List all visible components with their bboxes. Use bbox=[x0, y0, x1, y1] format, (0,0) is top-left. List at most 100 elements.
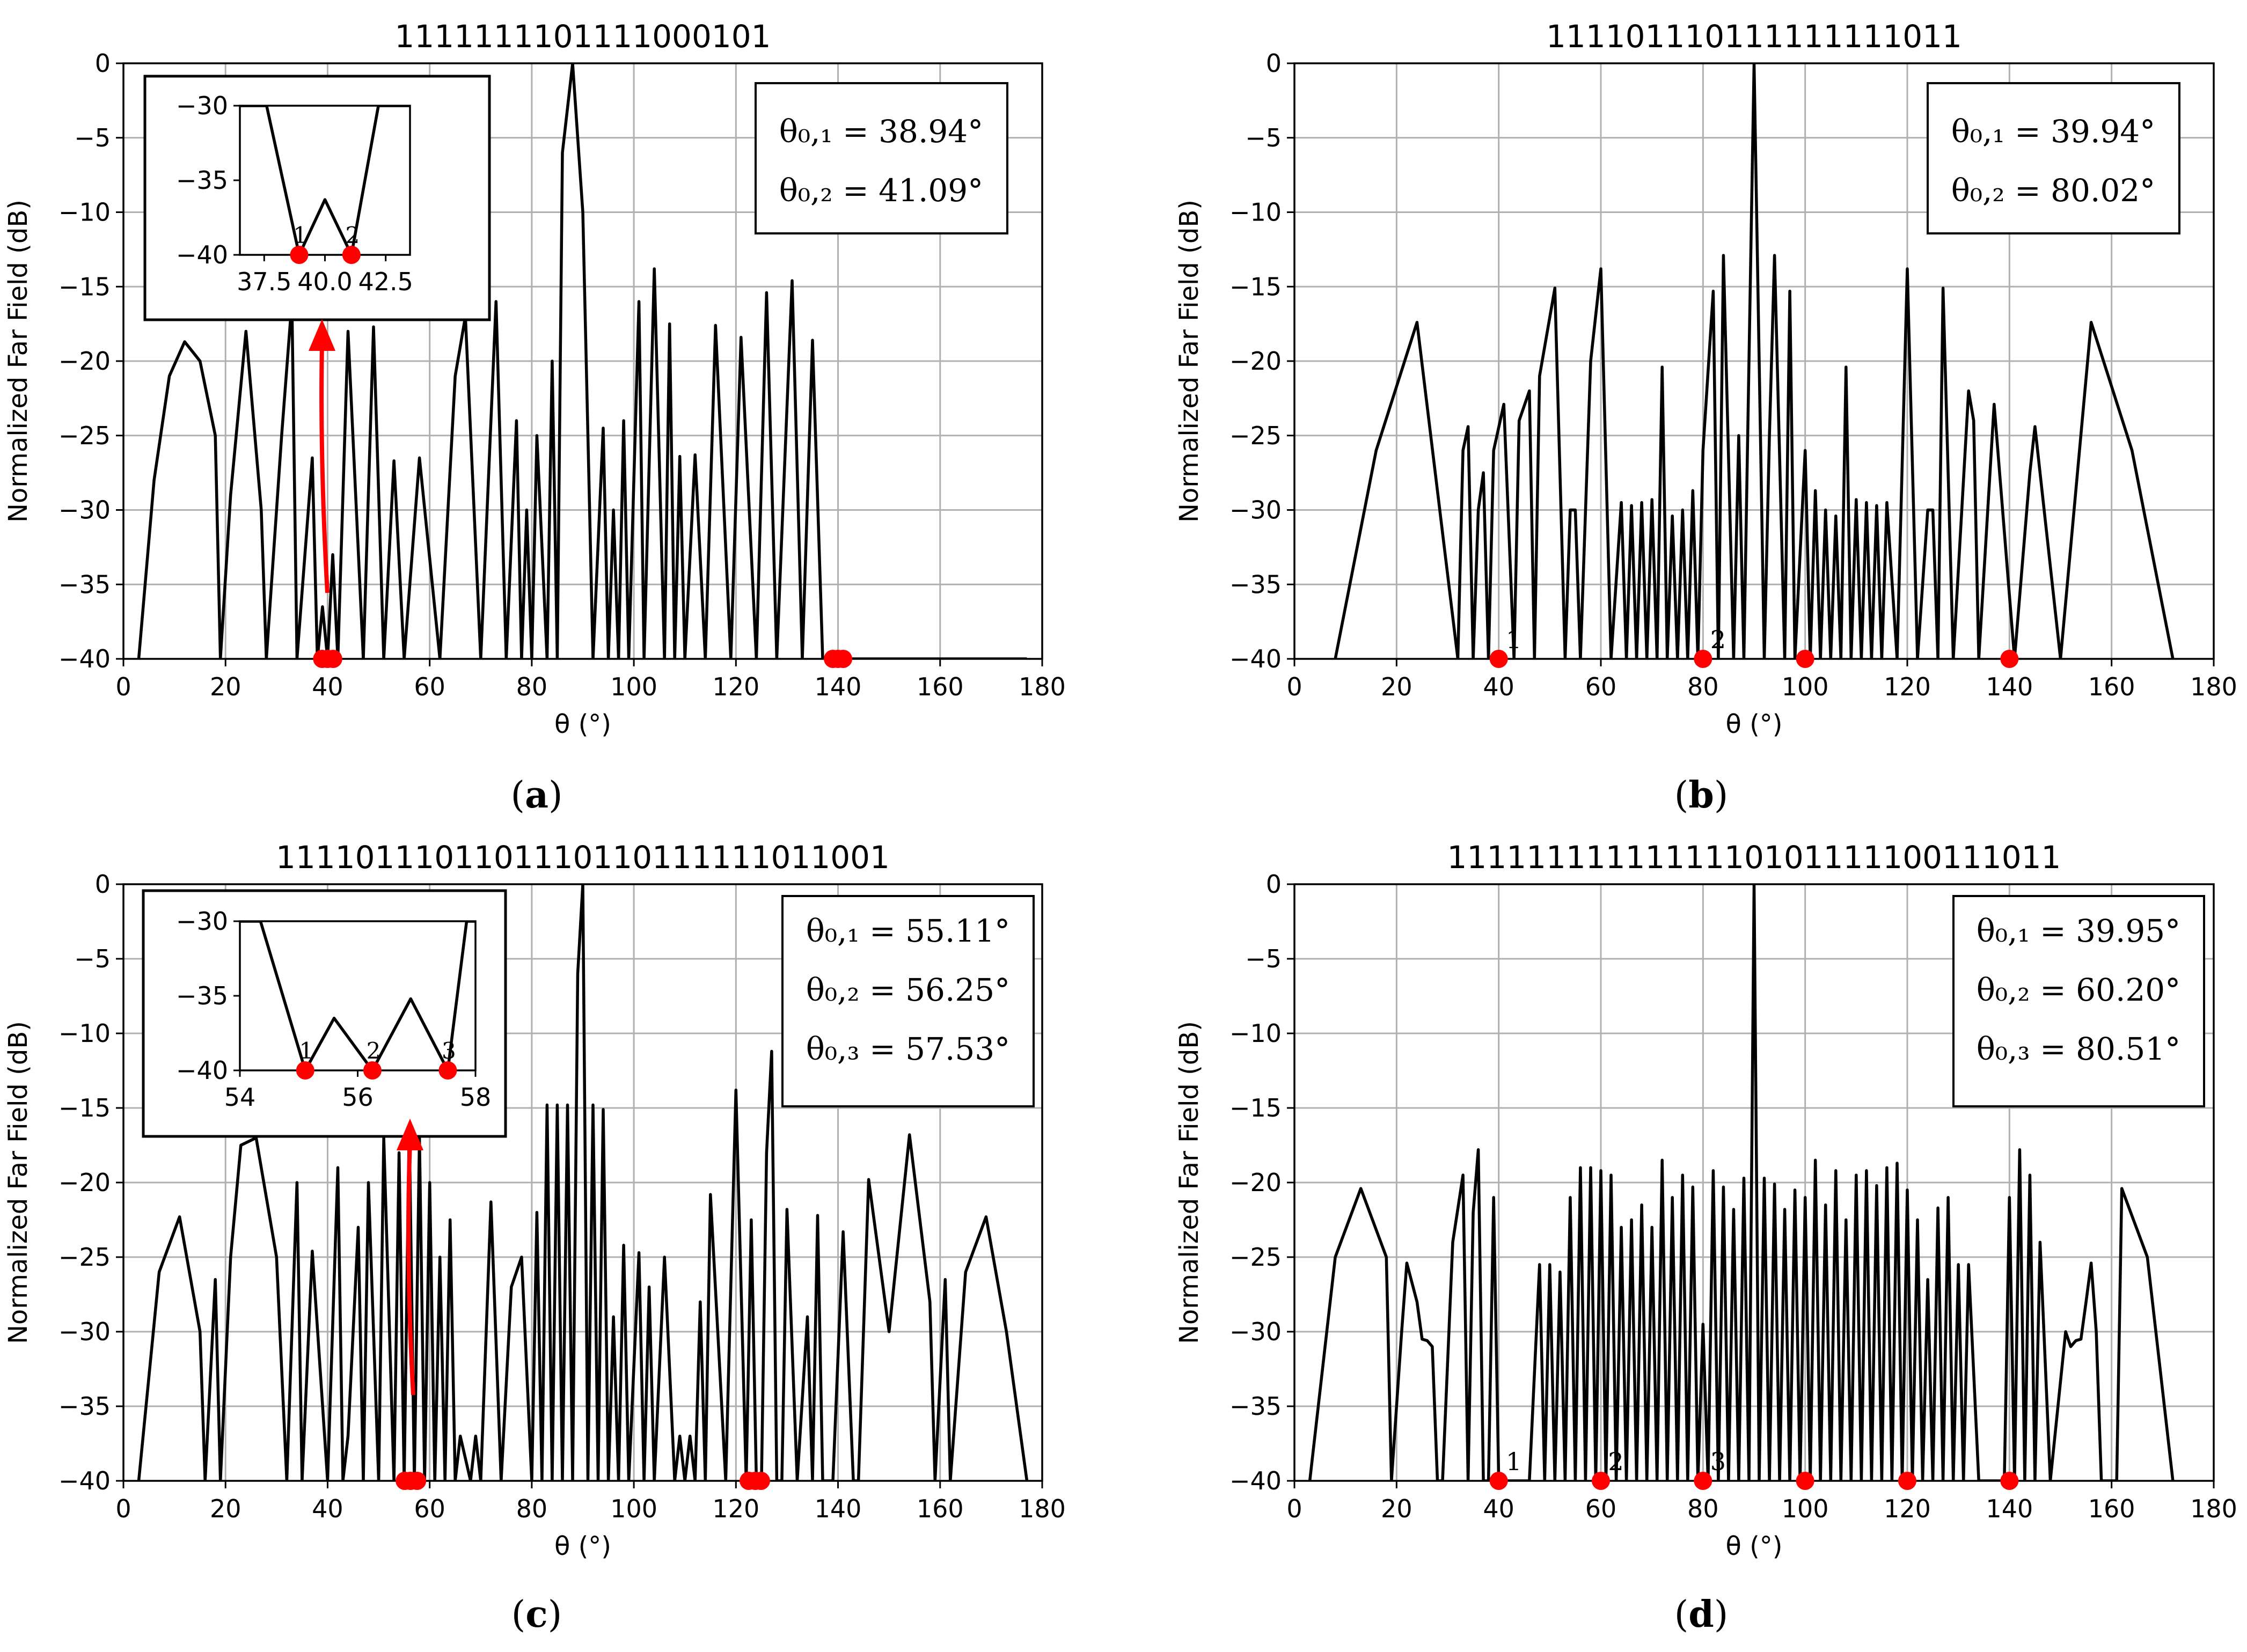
y-tick-label: 0 bbox=[1266, 49, 1282, 78]
series-line bbox=[1308, 884, 2175, 1481]
y-axis-label: Normalized Far Field (dB) bbox=[1174, 1021, 1204, 1344]
panel-a: 0 20 40 60 80 100 120 140 160 180 0 −5 −10 −15 −20 −25 −… bbox=[3, 18, 1066, 817]
y-tick-label: −10 bbox=[58, 198, 111, 227]
marker-point bbox=[1489, 650, 1508, 668]
x-axis-label: θ (°) bbox=[554, 1531, 611, 1561]
annotation-box bbox=[755, 82, 1008, 234]
series-line bbox=[137, 63, 1027, 659]
y-tick-label: −15 bbox=[58, 1093, 111, 1122]
inset-y-tick-label: −40 bbox=[176, 240, 228, 269]
y-tick-label: −10 bbox=[1229, 198, 1282, 227]
inset-x-tick-label: 54 bbox=[224, 1083, 256, 1112]
x-tick-label: 80 bbox=[516, 672, 548, 701]
marker-point bbox=[834, 650, 853, 668]
inset-x-tick-label: 42.5 bbox=[358, 267, 413, 296]
x-tick-label: 120 bbox=[1884, 1494, 1931, 1523]
chart-title: 1111111101111000101 bbox=[394, 18, 771, 55]
panel-label: (a) bbox=[510, 774, 562, 817]
y-tick-label: −15 bbox=[1229, 272, 1282, 301]
inset-marker-point bbox=[342, 246, 361, 264]
y-tick-label: −30 bbox=[58, 496, 111, 525]
x-tick-label: 100 bbox=[610, 672, 657, 701]
x-tick-label: 160 bbox=[917, 1494, 964, 1523]
inset-marker-label: 2 bbox=[345, 222, 360, 248]
panel-b: 0 20 40 60 80 100 120 140 160 180 0 −5 −10 −15 −20 −25 −… bbox=[1174, 18, 2237, 817]
annotation-text: θ₀,₂ = 60.20° bbox=[1977, 972, 2180, 1008]
y-tick-label: −30 bbox=[58, 1317, 111, 1346]
x-tick-label: 60 bbox=[1585, 1494, 1617, 1523]
y-tick-label: −35 bbox=[58, 570, 111, 599]
y-tick-label: 0 bbox=[95, 870, 111, 899]
marker-point bbox=[1796, 1472, 1814, 1490]
x-tick-label: 20 bbox=[210, 1494, 241, 1523]
marker-label: 1 bbox=[1506, 625, 1521, 654]
x-tick-label: 120 bbox=[712, 1494, 759, 1523]
y-tick-label: −25 bbox=[1229, 421, 1282, 450]
x-tick-label: 140 bbox=[1986, 672, 2033, 701]
panel-label: (c) bbox=[511, 1593, 562, 1636]
panel-label: (d) bbox=[1674, 1593, 1729, 1636]
zoom-arrow-head bbox=[308, 319, 336, 351]
marker-point bbox=[1898, 1472, 1916, 1490]
y-tick-label: −25 bbox=[1229, 1243, 1282, 1272]
x-tick-label: 40 bbox=[1483, 1494, 1514, 1523]
x-tick-label: 80 bbox=[516, 1494, 548, 1523]
y-tick-label: −5 bbox=[1245, 123, 1282, 152]
annotation-text: θ₀,₁ = 38.94° bbox=[779, 113, 983, 150]
x-tick-label: 40 bbox=[312, 672, 343, 701]
y-tick-label: −40 bbox=[58, 644, 111, 673]
inset-chart: 37.5 40.0 42.5 −30 −35 −40 1 2 bbox=[143, 75, 491, 321]
inset-x-tick-label: 37.5 bbox=[237, 267, 291, 296]
marker-point bbox=[2000, 1472, 2019, 1490]
x-axis-label: θ (°) bbox=[1725, 1531, 1782, 1561]
y-tick-label: −20 bbox=[1229, 1168, 1282, 1197]
inset-marker-point bbox=[290, 246, 309, 264]
x-tick-label: 160 bbox=[2088, 672, 2135, 701]
inset-box bbox=[143, 75, 491, 321]
inset-x-tick-label: 40.0 bbox=[297, 267, 352, 296]
x-tick-label: 40 bbox=[312, 1494, 343, 1523]
chart-title: 1111111111111110101111100111011 bbox=[1447, 839, 2061, 876]
x-tick-label: 100 bbox=[1782, 1494, 1829, 1523]
y-tick-label: −20 bbox=[1229, 347, 1282, 376]
x-tick-label: 20 bbox=[1381, 672, 1412, 701]
y-tick-label: −5 bbox=[74, 944, 111, 973]
inset-marker-point bbox=[296, 1061, 314, 1080]
annotation-text: θ₀,₁ = 55.11° bbox=[806, 913, 1010, 949]
panel-d: 0 20 40 60 80 100 120 140 160 180 0 −5 −10 −15 −20 −25 −… bbox=[1174, 839, 2237, 1636]
inset-marker-label: 2 bbox=[367, 1038, 381, 1064]
marker-point bbox=[1694, 1472, 1712, 1490]
x-tick-label: 60 bbox=[414, 672, 445, 701]
x-tick-label: 100 bbox=[610, 1494, 657, 1523]
inset-x-tick-label: 58 bbox=[460, 1083, 492, 1112]
y-tick-label: −10 bbox=[58, 1019, 111, 1048]
inset-chart: 54 56 58 −30 −35 −40 1 2 3 bbox=[142, 889, 507, 1138]
inset-y-tick-label: −40 bbox=[176, 1056, 228, 1085]
x-tick-label: 20 bbox=[1381, 1494, 1412, 1523]
x-tick-label: 140 bbox=[1986, 1494, 2033, 1523]
y-tick-label: −20 bbox=[58, 1168, 111, 1197]
x-axis-label: θ (°) bbox=[1725, 709, 1782, 739]
x-tick-label: 160 bbox=[917, 672, 964, 701]
x-tick-label: 180 bbox=[1019, 1494, 1066, 1523]
annotation-box bbox=[1927, 82, 2180, 234]
marker-point bbox=[1489, 1472, 1508, 1490]
annotation-box bbox=[781, 895, 1035, 1107]
series-line bbox=[1334, 63, 2175, 659]
marker-point bbox=[1592, 1472, 1610, 1490]
annotation-text: θ₀,₁ = 39.95° bbox=[1977, 913, 2180, 949]
y-axis-label: Normalized Far Field (dB) bbox=[1174, 200, 1204, 523]
y-tick-label: −35 bbox=[1229, 570, 1282, 599]
y-tick-label: −35 bbox=[1229, 1392, 1282, 1421]
y-tick-label: −15 bbox=[1229, 1093, 1282, 1122]
x-tick-label: 0 bbox=[1286, 672, 1302, 701]
inset-series-line bbox=[240, 921, 475, 1070]
marker-label: 2 bbox=[1710, 625, 1726, 654]
inset-marker-point bbox=[438, 1061, 457, 1080]
x-tick-label: 20 bbox=[210, 672, 241, 701]
x-tick-label: 180 bbox=[1019, 672, 1066, 701]
x-tick-label: 140 bbox=[815, 672, 862, 701]
y-tick-label: −10 bbox=[1229, 1019, 1282, 1048]
inset-y-tick-label: −30 bbox=[176, 91, 228, 120]
chart-title: 1111011101101110110111111011001 bbox=[276, 839, 890, 876]
